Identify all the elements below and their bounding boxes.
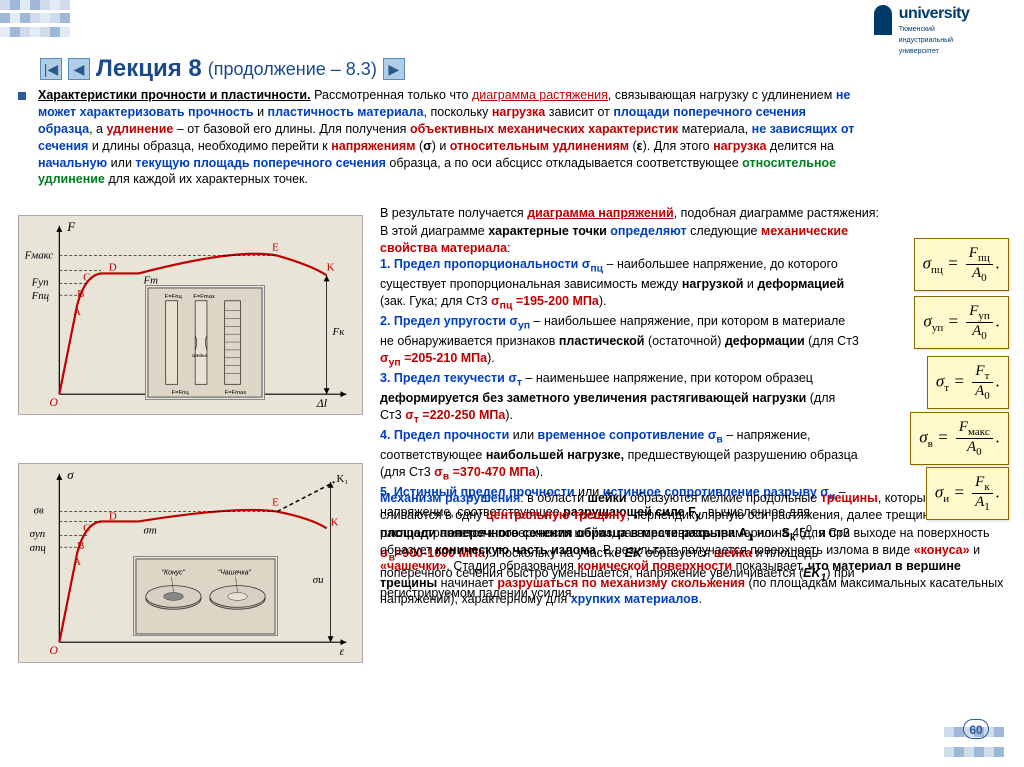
svg-text:O: O	[49, 395, 58, 409]
nav-prev-button[interactable]: ◀	[68, 58, 90, 80]
fingerprint-icon	[874, 5, 892, 35]
uni-sub2: индустриальный	[899, 37, 953, 44]
svg-text:F=Fmax: F=Fmax	[225, 390, 247, 396]
svg-text:C: C	[83, 522, 90, 534]
nav-first-button[interactable]: |◀	[40, 58, 62, 80]
svg-text:D: D	[109, 510, 117, 522]
formula-sigma-i: σи = FкA1.	[926, 467, 1009, 520]
svg-text:F=Fmax: F=Fmax	[193, 294, 215, 300]
svg-text:σпц: σпц	[30, 542, 47, 554]
svg-text:Fмакс: Fмакс	[24, 250, 54, 262]
svg-text:A: A	[73, 306, 81, 318]
svg-text:O: O	[49, 643, 58, 657]
formula-sigma-up: σуп = FупA0.	[914, 296, 1009, 349]
svg-text:Fпц: Fпц	[31, 290, 50, 302]
svg-text:σи: σи	[313, 574, 324, 586]
specimen-diagram-2: "Конус" "Чашечка"	[133, 556, 278, 636]
svg-text:σт: σт	[143, 524, 156, 536]
nav-next-button[interactable]: ▶	[383, 58, 405, 80]
svg-text:K₁: K₁	[337, 473, 349, 485]
svg-text:Δl: Δl	[316, 396, 328, 410]
svg-text:A: A	[73, 556, 81, 568]
svg-text:C: C	[83, 271, 90, 283]
svg-text:F: F	[66, 220, 75, 234]
svg-text:"Чашечка": "Чашечка"	[218, 570, 252, 577]
svg-text:σв: σв	[34, 505, 44, 517]
title-row: |◀ ◀ Лекция 8 (продолжение – 8.3) ▶	[40, 55, 405, 83]
formula-sigma-pc: σпц = FпцA0.	[914, 238, 1009, 291]
specimen-diagram-1: F=Fпц F=Fmax Шейка F=Fпц F=Fmax	[145, 285, 265, 400]
bullet-icon	[18, 92, 26, 100]
formula-sigma-v: σв = FмаксA0.	[910, 412, 1009, 465]
university-logo: university Тюменский индустриальный унив…	[874, 5, 1014, 56]
svg-text:K: K	[331, 516, 339, 528]
svg-text:E: E	[272, 497, 279, 509]
svg-text:Fуп: Fуп	[31, 276, 49, 288]
lecture-subtitle: (продолжение – 8.3)	[208, 59, 377, 80]
svg-text:ε: ε	[339, 644, 344, 658]
formula-sigma-t: σт = FтA0.	[927, 356, 1009, 409]
result-paragraph: В результате получается диаграмма напряж…	[380, 205, 1020, 222]
svg-text:σ: σ	[67, 468, 74, 482]
svg-text:B: B	[77, 288, 84, 300]
lecture-title: Лекция 8	[96, 55, 202, 83]
svg-text:F=Fпц: F=Fпц	[165, 294, 183, 300]
svg-text:B: B	[77, 540, 84, 552]
svg-text:F=Fпц: F=Fпц	[172, 390, 190, 396]
page-number: 60	[963, 719, 989, 739]
decoration-top	[0, 0, 70, 40]
svg-text:"Конус": "Конус"	[162, 570, 186, 577]
svg-text:Fк: Fк	[332, 326, 346, 338]
svg-text:Шейка: Шейка	[192, 352, 207, 359]
svg-text:E: E	[272, 242, 279, 254]
uni-sub1: Тюменский	[899, 26, 935, 33]
svg-text:σуп: σуп	[30, 528, 46, 540]
svg-text:K: K	[327, 261, 335, 273]
intro-paragraph: Характеристики прочности и пластичности.…	[38, 87, 858, 188]
uni-sub3: университет	[899, 48, 939, 55]
mechanism-text: Механизм разрушения: в области шейки обр…	[380, 490, 1005, 608]
svg-text:D: D	[109, 261, 117, 273]
uni-name: university	[899, 5, 970, 22]
